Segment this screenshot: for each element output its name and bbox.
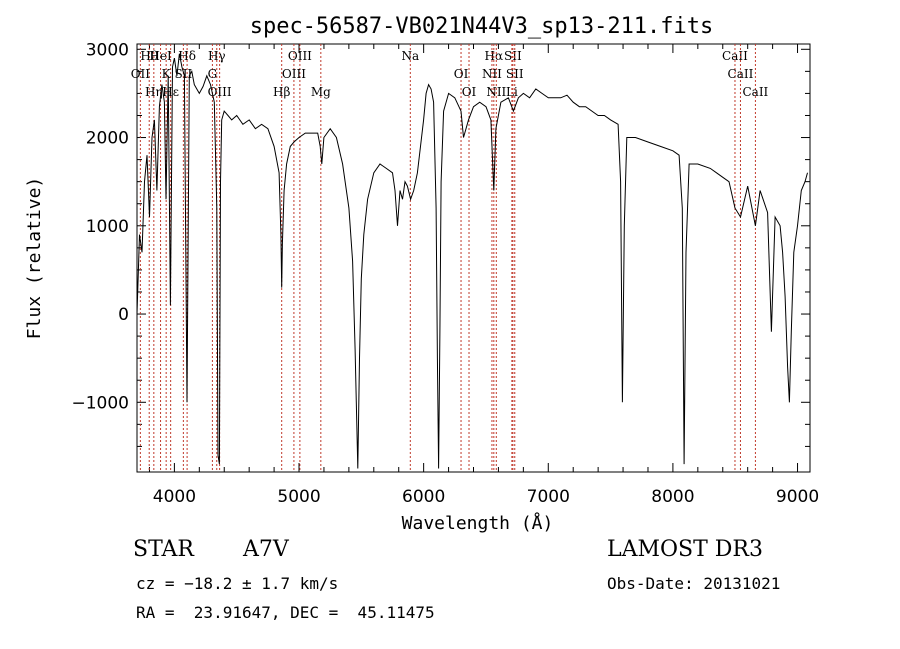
- line-marker-label: NII: [482, 67, 502, 81]
- line-marker-label: NII: [486, 85, 506, 99]
- line-marker-label: OIII: [208, 85, 232, 99]
- x-tick-label: 8000: [651, 487, 694, 507]
- line-marker-label: HeI: [149, 49, 172, 63]
- chart-title: spec-56587-VB021N44V3_sp13-211.fits: [250, 14, 714, 39]
- line-marker-label: OII: [131, 67, 151, 81]
- obs-date: Obs-Date: 20131021: [607, 574, 781, 593]
- line-marker-label: OI: [454, 67, 469, 81]
- line-marker-label: CaII: [742, 85, 768, 99]
- coordinates: RA = 23.91647, DEC = 45.11475: [136, 603, 435, 622]
- x-axis-label: Wavelength (Å): [402, 512, 554, 534]
- y-tick-label: −1000: [71, 393, 129, 413]
- spectrum-line: [136, 53, 808, 469]
- y-tick-label: 0: [118, 305, 129, 325]
- line-marker-label: SII: [506, 67, 524, 81]
- y-tick-label: 2000: [86, 129, 129, 149]
- line-marker-label: OIII: [282, 67, 306, 81]
- object-class: STAR: [133, 537, 194, 562]
- line-marker-label: CaII: [722, 49, 748, 63]
- line-marker-label: Hη: [145, 85, 163, 99]
- redshift-cz: cz = −18.2 ± 1.7 km/s: [136, 574, 339, 593]
- line-marker-label: OI: [462, 85, 477, 99]
- y-tick-label: 3000: [86, 40, 129, 60]
- survey-label: LAMOST DR3: [607, 537, 763, 562]
- line-marker-label: SII: [504, 49, 522, 63]
- line-marker-label: CaII: [728, 67, 754, 81]
- x-tick-label: 7000: [527, 487, 570, 507]
- line-marker-label: G: [208, 67, 218, 81]
- y-tick-label: 1000: [86, 217, 129, 237]
- x-tick-label: 9000: [776, 487, 819, 507]
- line-marker-label: Hδ: [178, 49, 196, 63]
- line-marker-label: OIII: [288, 49, 312, 63]
- line-marker-label: Hε: [162, 85, 179, 99]
- y-axis-label: Flux (relative): [24, 177, 45, 340]
- line-marker-label: K: [162, 67, 172, 81]
- line-marker-label: Li: [506, 85, 518, 99]
- line-marker-label: Hβ: [273, 85, 290, 99]
- x-tick-label: 6000: [402, 487, 445, 507]
- line-marker-label: Hα: [485, 49, 504, 63]
- x-tick-label: 5000: [277, 487, 320, 507]
- x-tick-label: 4000: [153, 487, 196, 507]
- line-marker-label: Na: [401, 49, 419, 63]
- plot-frame: [136, 43, 811, 473]
- object-subclass: A7V: [243, 537, 289, 562]
- line-marker-label: Hγ: [208, 49, 226, 63]
- line-marker-label: Mg: [311, 85, 331, 99]
